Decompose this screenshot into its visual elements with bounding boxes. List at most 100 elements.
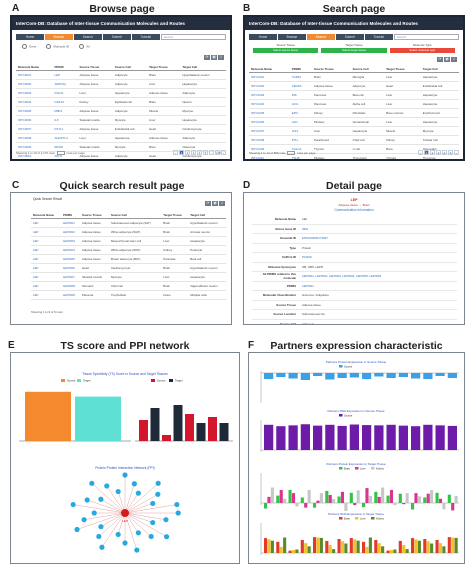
column-header[interactable]: Target Tissue xyxy=(147,63,181,71)
table-row[interactable]: INTC0005 RBP4 Adipose tissue Adipocyte Muscl… xyxy=(16,106,226,116)
table-row[interactable]: INTC0105 EPO Kidney Fibroblast Bone marrow Er… xyxy=(249,108,459,118)
expression-bar[interactable] xyxy=(307,489,311,503)
ts-bar[interactable] xyxy=(139,420,148,441)
table-cell[interactable]: LEP xyxy=(31,227,61,237)
expression-bar[interactable] xyxy=(393,549,397,553)
page-size-select[interactable] xyxy=(56,151,65,156)
column-header[interactable]: Source Tissue xyxy=(77,63,113,71)
expression-bar[interactable] xyxy=(349,424,359,450)
column-header[interactable]: Target Tissue xyxy=(161,211,189,219)
table-cell[interactable]: LEP0004 xyxy=(60,245,80,255)
ppi-node[interactable] xyxy=(99,544,105,550)
expression-bar[interactable] xyxy=(426,493,430,503)
ppi-node[interactable] xyxy=(163,517,169,523)
expression-bar[interactable] xyxy=(426,541,430,553)
column-header[interactable]: Source Tissue xyxy=(311,65,351,73)
table-cell[interactable]: INTC0110 xyxy=(249,153,290,159)
table-cell[interactable]: FGF21 xyxy=(52,88,78,98)
expression-bar[interactable] xyxy=(368,495,372,503)
expression-bar[interactable] xyxy=(411,538,415,553)
table-cell[interactable]: LEP0003 xyxy=(60,236,80,246)
table-row[interactable]: LEP LEP0004 Adipose tissue White adipocyte … xyxy=(31,245,226,255)
expression-bar[interactable] xyxy=(307,546,311,553)
table-row[interactable]: INTC0008 ANGPTL4 Liver Hepatocyte Adipose ti… xyxy=(16,133,226,143)
expression-bar[interactable] xyxy=(319,493,323,503)
table-cell[interactable]: INS xyxy=(289,90,312,100)
table-row[interactable]: INTC0104 GCG Pancreas Alpha cell Liver Hepato… xyxy=(249,99,459,109)
expression-bar[interactable] xyxy=(356,540,360,553)
table-row[interactable]: INTC0010 APLN Adipose tissue Adipocyte Heart… xyxy=(16,151,226,159)
expression-bar[interactable] xyxy=(442,503,446,510)
expression-bar[interactable] xyxy=(337,373,347,378)
page-button[interactable]: ‹ xyxy=(173,150,178,155)
table-cell[interactable]: LEP0006 xyxy=(60,263,80,273)
ppi-node[interactable] xyxy=(96,533,102,540)
table-cell[interactable]: INTC0006 xyxy=(16,115,53,125)
table-cell[interactable]: INTC0106 xyxy=(249,117,290,127)
page-button[interactable]: 2 xyxy=(430,150,435,155)
expression-bar[interactable] xyxy=(386,424,396,450)
expression-bar[interactable] xyxy=(319,537,323,553)
page-button[interactable]: 3 xyxy=(191,150,196,155)
column-header[interactable]: Source Cell xyxy=(112,63,148,71)
page-button[interactable]: 4 xyxy=(197,150,202,155)
table-cell[interactable]: TGFB1 xyxy=(289,72,312,82)
expression-bar[interactable] xyxy=(270,487,274,503)
ts-bar[interactable] xyxy=(25,391,71,441)
filter-radio[interactable]: Gene xyxy=(22,44,36,49)
table-cell[interactable]: INTC0010 xyxy=(16,151,53,159)
expression-bar[interactable] xyxy=(374,425,384,450)
tab-home[interactable]: Home xyxy=(249,34,277,40)
table-row[interactable]: INTC0003 FGF21 Liver Hepatocyte Adipose tiss… xyxy=(16,88,226,98)
expression-bar[interactable] xyxy=(325,373,335,380)
expression-bar[interactable] xyxy=(405,493,409,503)
expression-bar[interactable] xyxy=(313,537,317,553)
expression-bar[interactable] xyxy=(430,489,434,503)
ppi-node[interactable] xyxy=(150,519,156,526)
expression-bar[interactable] xyxy=(362,503,366,508)
expression-bar[interactable] xyxy=(438,498,443,503)
expression-bar[interactable] xyxy=(288,550,292,553)
table-cell[interactable]: LEP0002 xyxy=(60,227,80,237)
table-row[interactable]: INTC0007 FSTL1 Adipose tissue Endothelial c… xyxy=(16,124,226,134)
page-button[interactable]: › xyxy=(454,150,459,155)
ppi-node[interactable] xyxy=(84,497,90,503)
ppi-node[interactable] xyxy=(115,488,121,495)
page-button[interactable]: 2 xyxy=(185,150,190,155)
table-row[interactable]: LEP LEP0009 Placenta Trophoblast Fetus Multip… xyxy=(31,290,226,300)
page-button[interactable]: 5 xyxy=(448,150,453,155)
expression-bar[interactable] xyxy=(435,425,445,450)
expression-bar[interactable] xyxy=(393,503,397,506)
expression-bar[interactable] xyxy=(381,487,385,503)
expression-bar[interactable] xyxy=(356,490,360,503)
expression-bar[interactable] xyxy=(349,538,353,553)
table-cell[interactable]: LEP xyxy=(31,272,61,282)
expression-bar[interactable] xyxy=(362,541,366,553)
expression-bar[interactable] xyxy=(313,503,317,508)
expression-bar[interactable] xyxy=(389,489,394,503)
expression-bar[interactable] xyxy=(435,492,439,503)
detail-value[interactable]: LEP0001 xyxy=(302,283,314,288)
expression-bar[interactable] xyxy=(276,495,280,503)
expression-bar[interactable] xyxy=(288,425,298,450)
page-button[interactable]: ‹ xyxy=(418,150,423,155)
ppi-node[interactable] xyxy=(135,490,141,496)
table-cell[interactable]: ADIPOQ xyxy=(52,79,78,89)
expression-bar[interactable] xyxy=(276,426,286,450)
page-button[interactable]: 1 xyxy=(179,150,184,155)
expression-bar[interactable] xyxy=(398,493,402,503)
ppi-node[interactable] xyxy=(98,524,104,530)
ppi-node[interactable] xyxy=(131,481,137,487)
tab-home[interactable]: Home xyxy=(16,34,44,40)
table-cell[interactable]: GCG xyxy=(289,99,312,109)
expression-bar[interactable] xyxy=(295,549,299,553)
expression-bar[interactable] xyxy=(279,489,283,503)
table-cell[interactable]: INTC0103 xyxy=(249,90,290,100)
table-cell[interactable]: RBP4 xyxy=(52,106,78,116)
expression-bar[interactable] xyxy=(374,539,378,553)
refresh-icon[interactable]: ⟳ xyxy=(205,201,211,206)
table-cell[interactable]: INTC0009 xyxy=(16,142,53,152)
expression-bar[interactable] xyxy=(423,497,427,503)
ppi-node[interactable] xyxy=(70,501,76,508)
column-header[interactable]: Source Cell xyxy=(350,65,385,73)
